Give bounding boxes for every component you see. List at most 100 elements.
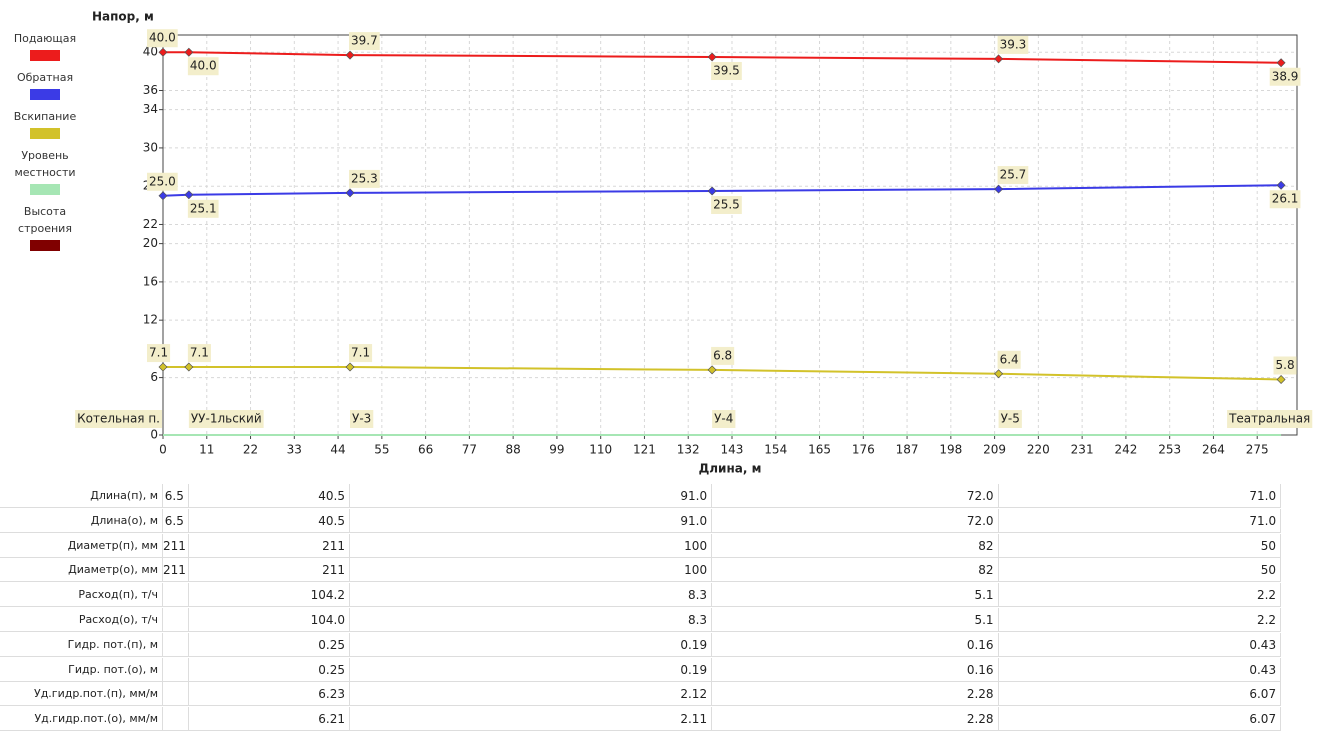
x-tick-label: 22: [243, 443, 258, 457]
data-label-bg: [1273, 356, 1297, 375]
x-tick-label: 77: [462, 443, 477, 457]
row-label: Длина(п), м: [0, 484, 163, 508]
row-label: Уд.гидр.пот.(п), мм/м: [0, 682, 163, 707]
x-tick-label: 88: [506, 443, 521, 457]
data-label: 39.7: [351, 34, 378, 48]
node-label-bg: [75, 410, 162, 428]
point-marker: [184, 362, 194, 372]
point-marker: [158, 191, 168, 201]
table-cell: 0.19: [350, 657, 713, 682]
plot-frame: [162, 34, 1298, 436]
table-cell: 82: [712, 558, 999, 583]
data-label-bg: [711, 195, 742, 214]
table-cell: 2.28: [712, 682, 999, 707]
legend-item: Вскипание: [0, 108, 90, 139]
row-label: Уд.гидр.пот.(о), мм/м: [0, 707, 163, 732]
legend-label: Уровень местности: [14, 149, 76, 179]
y-axis-title: Напор, м: [92, 10, 154, 24]
row-label: Гидр. пот.(о), м: [0, 657, 163, 682]
table-cell: 0.16: [712, 632, 999, 657]
legend-label: Высота строения: [18, 205, 72, 235]
y-tick-label: 20: [143, 236, 158, 250]
table-cell: 2.2: [998, 608, 1282, 632]
series-line: [162, 184, 1282, 197]
table-cell: 72.0: [712, 508, 999, 533]
point-marker: [1276, 58, 1286, 68]
table-cell: 2.12: [350, 682, 713, 707]
data-label: 38.9: [1272, 69, 1299, 83]
point-marker: [707, 365, 717, 375]
table-cell: 100: [350, 533, 713, 558]
x-axis-title: Длина, м: [699, 462, 762, 476]
table-cell: 104.2: [188, 583, 350, 608]
node-label: У-5: [1001, 412, 1020, 426]
data-label: 25.7: [1000, 168, 1027, 182]
data-label-bg: [997, 350, 1021, 369]
node-label-bg: [1227, 410, 1313, 428]
node-label-group: У-4: [712, 410, 736, 428]
table-cell: [163, 632, 189, 657]
data-label-bg: [187, 199, 219, 218]
x-tick-label: 275: [1246, 443, 1269, 457]
data-label-bg: [349, 32, 380, 51]
chart: Напор, м Длина, м 0 11 22 33 44 55 66 77 88 99 110…: [75, 10, 1313, 476]
table-cell: 2.2: [998, 583, 1282, 608]
legend-item: Обратная: [0, 69, 90, 100]
table-cell: 40.5: [188, 508, 350, 533]
table-cell: 100: [350, 558, 713, 583]
point-marker: [345, 188, 355, 198]
table-cell: 0.16: [712, 657, 999, 682]
x-tick-label: 264: [1202, 443, 1225, 457]
table-cell: 0.19: [350, 632, 713, 657]
data-label-bg: [997, 35, 1029, 54]
legend: Подающая Обратная Вскипание Уровень местнос…: [0, 30, 92, 259]
node-label-bg: [188, 410, 264, 428]
table-cell: 0.25: [188, 657, 350, 682]
table-cell: 104.0: [188, 608, 350, 632]
y-tick-label: 6: [150, 370, 158, 384]
y-tick-label: 34: [143, 102, 158, 116]
table-cell: 0.25: [188, 632, 350, 657]
y-tick-label: 30: [143, 140, 158, 154]
legend-swatch: [30, 240, 60, 251]
data-label: 40.0: [149, 31, 176, 45]
data-label-bg: [147, 172, 178, 191]
node-label-bg: [998, 410, 1022, 428]
node-label-group: Театральная: [1227, 410, 1313, 428]
data-label-bg: [349, 169, 380, 188]
x-tick-label: 143: [721, 443, 744, 457]
table-cell: 0.43: [998, 632, 1282, 657]
data-label: 7.1: [351, 346, 370, 360]
table-cell: 0.43: [998, 657, 1282, 682]
x-tick-label: 198: [939, 443, 962, 457]
legend-item: Подающая: [0, 30, 90, 61]
legend-item: Высота строения: [0, 203, 90, 251]
table-cell: 50: [998, 558, 1282, 583]
data-label: 39.3: [1000, 37, 1027, 51]
y-tick-label: 36: [143, 83, 158, 97]
node-label-bg: [350, 410, 374, 428]
data-label-bg: [187, 344, 211, 363]
point-marker: [1276, 180, 1286, 190]
table-cell: 211: [188, 558, 350, 583]
table-cell: 2.11: [350, 707, 713, 732]
data-label-bg: [147, 29, 178, 48]
x-tick-label: 154: [764, 443, 787, 457]
y-tick-label: 0: [150, 428, 158, 442]
row-label: Расход(п), т/ч: [0, 583, 163, 608]
legend-swatch: [30, 89, 60, 100]
x-tick-label: 11: [199, 443, 214, 457]
point-marker: [707, 186, 717, 196]
row-label: Длина(о), м: [0, 508, 163, 533]
y-tick-label: 22: [143, 217, 158, 231]
table-cell: [163, 657, 189, 682]
table-cell: [163, 608, 189, 632]
data-label-bg: [147, 344, 171, 363]
table-cell: 6.23: [188, 682, 350, 707]
table-cell: 6.5: [163, 484, 189, 508]
row-label: Диаметр(о), мм: [0, 558, 163, 583]
point-marker: [994, 184, 1004, 194]
data-label: 6.4: [1000, 352, 1019, 366]
point-marker: [345, 50, 355, 60]
